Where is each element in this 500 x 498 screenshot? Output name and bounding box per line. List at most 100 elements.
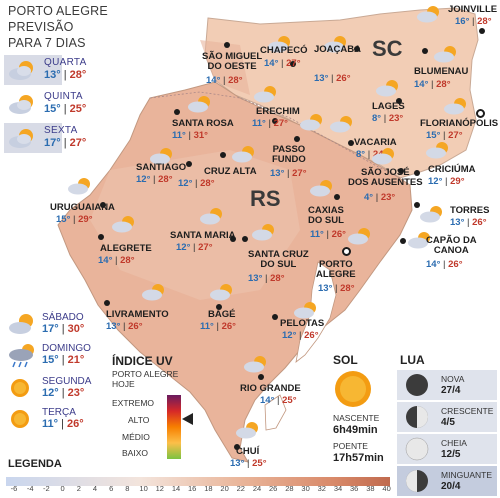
city-name: SANTA ROSA — [172, 118, 234, 129]
city-name: CAPÃO DA CANOA — [426, 235, 477, 256]
rain-icon — [6, 343, 40, 374]
city-name: CHUÍ — [236, 446, 260, 457]
city-name: BAGÉ — [208, 309, 236, 320]
sun-cloud-icon — [442, 96, 472, 121]
legend-tick-label: 38 — [366, 484, 375, 493]
sun-cloud-icon — [370, 146, 400, 171]
legend-tick-label: 34 — [333, 484, 343, 493]
forecast-max: 30° — [67, 323, 85, 335]
city-name: PELOTAS — [280, 318, 325, 329]
sun-icon — [331, 367, 375, 416]
forecast-day: SÁBADO 17° | 30° — [4, 312, 94, 336]
city-name: PORTO ALEGRE — [316, 259, 356, 280]
sun-icon — [6, 407, 36, 436]
legend-tick-label: 26 — [269, 484, 278, 493]
city-name: LIVRAMENTO — [106, 309, 169, 320]
sun-cloud-icon — [148, 146, 178, 171]
sun-cloud-icon — [6, 58, 42, 87]
city-name: VACARIA — [354, 137, 397, 148]
header-subtitle-2: PARA 7 DIAS — [8, 36, 86, 50]
sun-cloud-icon — [198, 206, 228, 231]
sun-cloud-icon — [406, 230, 436, 255]
city-name: CRUZ ALTA — [204, 166, 257, 177]
sunset-label: POENTE — [333, 441, 368, 451]
sun-cloud-icon — [230, 144, 260, 169]
moon-phase-row: MINGUANTE 20/4 — [397, 466, 497, 496]
forecast-max: 25° — [69, 103, 87, 115]
forecast-min: 15° — [44, 103, 61, 115]
legend-tick-label: 18 — [204, 484, 213, 493]
uv-level-label: MÉDIO — [122, 432, 150, 442]
city-name: SANTIAGO — [136, 162, 187, 173]
forecast-max: 26° — [67, 418, 84, 430]
legend-tick-label: 30 — [301, 484, 310, 493]
city-name: CRICIÚMA — [428, 164, 476, 175]
legend-tick-label: 32 — [317, 484, 326, 493]
sun-cloud-icon — [242, 354, 272, 379]
forecast-day-name: SEXTA — [44, 125, 78, 136]
forecast-day-name: DOMINGO — [42, 343, 91, 354]
forecast-day: SEGUNDA 12° | 23° — [4, 376, 94, 400]
legend-tick-label: 20 — [220, 484, 229, 493]
sun-cloud-icon — [374, 78, 404, 103]
sun-cloud-icon — [432, 44, 462, 69]
legend-tick-label: 28 — [285, 484, 294, 493]
sun-cloud-icon — [308, 178, 338, 203]
forecast-day: TERÇA 11° | 26° — [4, 407, 94, 431]
city-name: CAXIAS DO SUL — [308, 205, 344, 226]
legend-title: LEGENDA — [8, 458, 62, 470]
uv-title: ÍNDICE UV — [112, 354, 173, 368]
city-name: JOAÇABA — [314, 44, 361, 55]
forecast-min: 17° — [44, 137, 61, 149]
sunrise-label: NASCENTE — [333, 413, 380, 423]
legend-tick-label: 6 — [109, 484, 114, 493]
city-name: LAGES — [372, 101, 405, 112]
header-subtitle: PREVISÃO — [8, 20, 74, 34]
uv-level-label: EXTREMO — [112, 398, 155, 408]
forecast-min: 12° — [42, 387, 59, 399]
uv-level-label: ALTO — [128, 415, 150, 425]
forecast-day-name: QUARTA — [44, 57, 87, 68]
sunset-time: 17h57min — [333, 452, 384, 464]
forecast-day: QUINTA 15° | 25° — [4, 89, 86, 121]
city-name: BLUMENAU — [414, 66, 469, 77]
legend-tick-label: 12 — [155, 484, 164, 493]
sun-cloud-icon — [292, 300, 322, 325]
forecast-min: 11° — [42, 418, 59, 430]
sun-cloud-icon — [328, 114, 358, 139]
moon-phase-row: NOVA 27/4 — [397, 370, 497, 400]
city-name: SANTA MARIA — [170, 230, 236, 241]
legend-tick-label: 22 — [236, 484, 245, 493]
sun-title: SOL — [333, 353, 358, 367]
forecast-min: 15° — [42, 354, 59, 366]
sun-cloud-icon — [140, 282, 170, 307]
moon-phase-row: CHEIA 12/5 — [397, 434, 497, 464]
legend-tick-label: 40 — [382, 484, 391, 493]
sun-cloud-icon — [346, 226, 376, 251]
legend-tick-label: 0 — [60, 484, 65, 493]
forecast-day-name: SEGUNDA — [42, 376, 92, 387]
sun-cloud-icon — [6, 92, 42, 121]
city-name: SANTA CRUZ DO SUL — [248, 249, 309, 270]
temperature-legend-bar — [0, 474, 392, 492]
legend-tick-label: 16 — [188, 484, 197, 493]
forecast-max: 28° — [69, 69, 87, 81]
legend-tick-label: -6 — [10, 484, 18, 493]
city-name: FLORIANÓPOLIS — [420, 118, 499, 129]
sun-cloud-icon — [208, 282, 238, 307]
forecast-min: 13° — [44, 69, 61, 81]
sun-cloud-icon — [415, 4, 445, 29]
forecast-max: 27° — [69, 137, 87, 149]
sun-cloud-icon — [186, 94, 216, 119]
forecast-day: QUARTA 13° | 28° — [4, 55, 86, 87]
sunrise-time: 6h49min — [333, 424, 378, 436]
sun-cloud-icon — [250, 222, 280, 247]
sun-cloud-icon — [298, 112, 328, 137]
city-name: TORRES — [450, 205, 490, 216]
sun-cloud-icon — [322, 34, 352, 59]
legend-tick-label: 2 — [76, 484, 81, 493]
forecast-day-name: QUINTA — [44, 91, 83, 102]
city-name: PASSO FUNDO — [272, 144, 306, 165]
full-moon-icon — [405, 437, 429, 466]
forecast-max: 21° — [67, 354, 85, 366]
